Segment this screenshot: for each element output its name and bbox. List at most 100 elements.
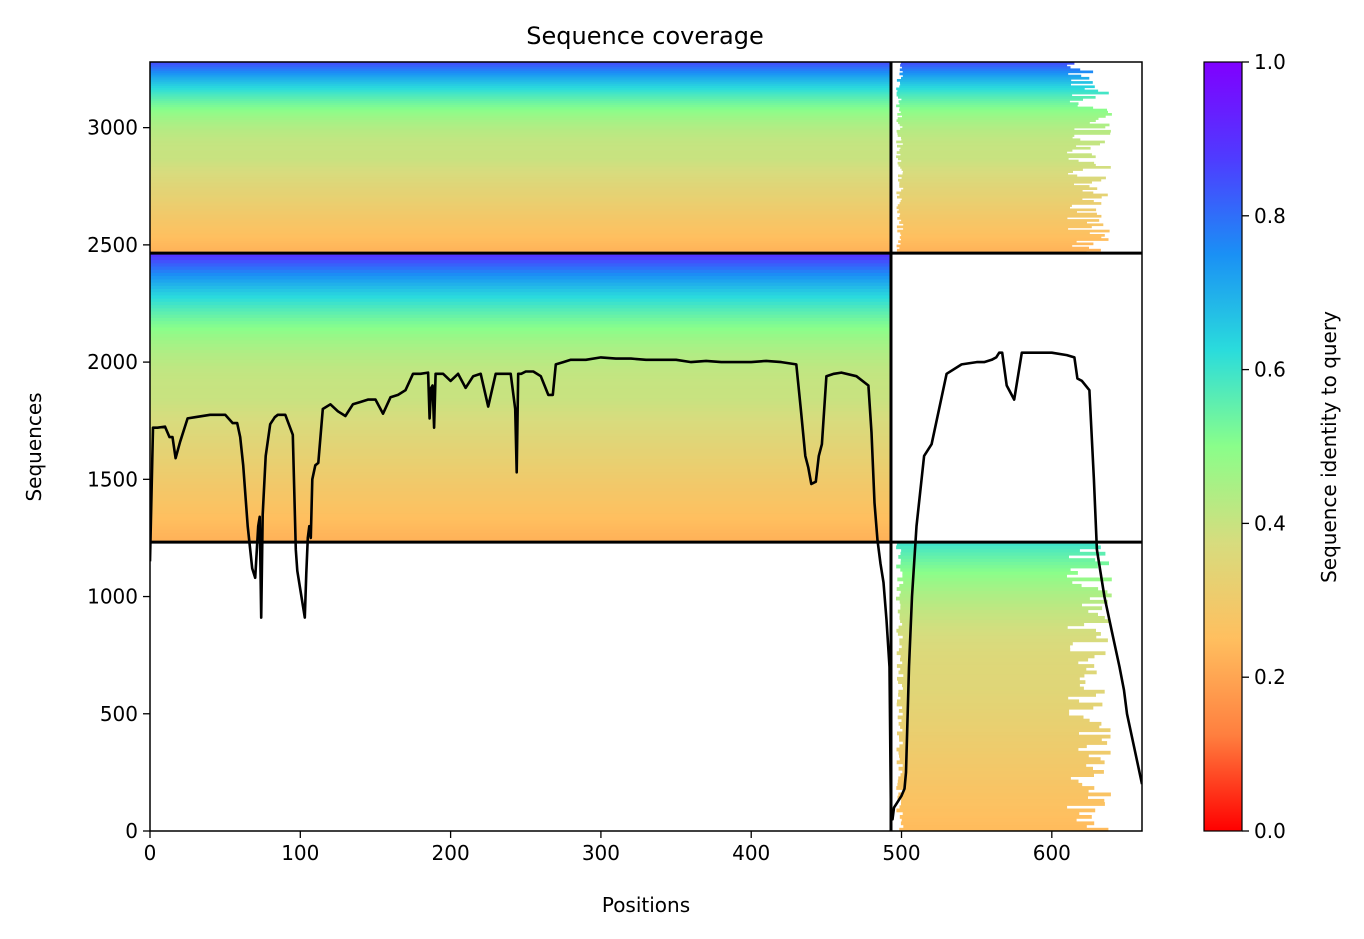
- heatmap-band: [902, 142, 1100, 146]
- heatmap-band: [150, 110, 891, 114]
- heatmap-band: [899, 612, 1098, 617]
- heatmap-band: [902, 712, 1070, 717]
- heatmap-band: [150, 76, 891, 80]
- heatmap-band: [896, 587, 1099, 591]
- heatmap-block-domain-1: [150, 253, 891, 543]
- heatmap-band: [898, 689, 1105, 694]
- heatmap-band: [896, 87, 1085, 91]
- heatmap-band: [150, 471, 891, 476]
- heatmap-band: [896, 747, 1079, 752]
- heatmap-band: [899, 221, 1087, 224]
- heatmap-band: [150, 219, 891, 222]
- heatmap-band: [900, 127, 1075, 131]
- heatmap-band: [150, 146, 891, 150]
- heatmap-band: [899, 72, 1069, 76]
- x-tick-label: 0: [144, 841, 157, 865]
- heatmap-band: [150, 214, 891, 218]
- heatmap-band: [150, 206, 891, 210]
- heatmap-band: [150, 391, 891, 395]
- heatmap-band: [896, 786, 1095, 790]
- heatmap-band: [150, 404, 891, 408]
- heatmap-band: [896, 664, 1095, 668]
- heatmap-band: [899, 102, 1079, 105]
- heatmap-band: [150, 123, 891, 127]
- heatmap-band: [150, 317, 891, 322]
- coverage-heatmap: [150, 62, 1112, 831]
- heatmap-band: [150, 384, 891, 389]
- heatmap-band: [902, 172, 1069, 176]
- heatmap-band: [899, 123, 1110, 127]
- heatmap-band: [897, 632, 1101, 636]
- heatmap-band: [150, 106, 891, 110]
- heatmap-band: [901, 138, 1081, 142]
- heatmap-band: [899, 641, 1073, 646]
- heatmap-band: [150, 253, 891, 257]
- heatmap-band: [901, 189, 1083, 193]
- heatmap-band: [900, 606, 1103, 611]
- heatmap-band: [896, 119, 1096, 122]
- heatmap-band: [899, 180, 1092, 184]
- heatmap-band: [150, 474, 891, 479]
- x-axis-label: Positions: [602, 893, 690, 917]
- heatmap-band: [896, 191, 1094, 195]
- heatmap-band: [150, 134, 891, 137]
- y-axis-label: Sequences: [22, 392, 46, 501]
- heatmap-band: [150, 79, 891, 82]
- heatmap-band: [903, 824, 1087, 829]
- heatmap-band: [898, 648, 1071, 652]
- heatmap-band: [898, 178, 1102, 182]
- colorbar-label: Sequence identity to query: [1317, 311, 1341, 583]
- heatmap-band: [899, 734, 1111, 739]
- heatmap-band: [902, 686, 1084, 691]
- heatmap-band: [150, 144, 891, 148]
- heatmap-band: [150, 526, 891, 530]
- heatmap-band: [150, 282, 891, 286]
- heatmap-band: [898, 792, 1111, 797]
- heatmap-band: [150, 140, 891, 144]
- heatmap-band: [150, 208, 891, 212]
- heatmap-band: [903, 673, 1085, 678]
- heatmap-band: [150, 108, 891, 112]
- heatmap-band: [150, 445, 891, 450]
- heatmap-band: [896, 93, 1073, 97]
- heatmap-band: [900, 110, 1108, 114]
- x-tick-label: 100: [281, 841, 319, 865]
- heatmap-band: [150, 157, 891, 161]
- heatmap-band: [896, 702, 1103, 707]
- heatmap-band: [150, 275, 891, 280]
- heatmap-band: [150, 81, 891, 84]
- heatmap-band: [150, 291, 891, 296]
- y-tick-label: 2500: [87, 233, 138, 257]
- heatmap-band: [150, 455, 891, 460]
- heatmap-band: [150, 191, 891, 195]
- heatmap-band: [150, 339, 891, 344]
- y-tick-label: 2000: [87, 350, 138, 374]
- heatmap-band: [897, 89, 1099, 93]
- heatmap-band: [897, 779, 1079, 784]
- heatmap-band: [150, 307, 891, 312]
- heatmap-band: [901, 98, 1083, 101]
- heatmap-band: [900, 81, 1093, 84]
- heatmap-band: [901, 798, 1105, 803]
- heatmap-band: [150, 388, 891, 392]
- heatmap-band: [896, 151, 1068, 154]
- heatmap-band: [150, 240, 891, 243]
- heatmap-band: [899, 616, 1105, 620]
- heatmap-band: [150, 407, 891, 412]
- heatmap-band: [901, 136, 1073, 139]
- heatmap-band: [903, 580, 1073, 585]
- heatmap-band: [150, 246, 891, 250]
- heatmap-band: [896, 808, 1096, 813]
- heatmap-band: [150, 155, 891, 159]
- heatmap-band: [902, 571, 1078, 575]
- heatmap-band: [150, 234, 891, 237]
- heatmap-band: [896, 206, 1070, 210]
- heatmap-band: [899, 185, 1090, 188]
- heatmap-band: [150, 436, 891, 440]
- heatmap-band: [150, 102, 891, 105]
- heatmap-block-domain-2: [896, 62, 1112, 254]
- heatmap-band: [150, 416, 891, 421]
- heatmap-band: [150, 519, 891, 524]
- heatmap-band: [150, 516, 891, 521]
